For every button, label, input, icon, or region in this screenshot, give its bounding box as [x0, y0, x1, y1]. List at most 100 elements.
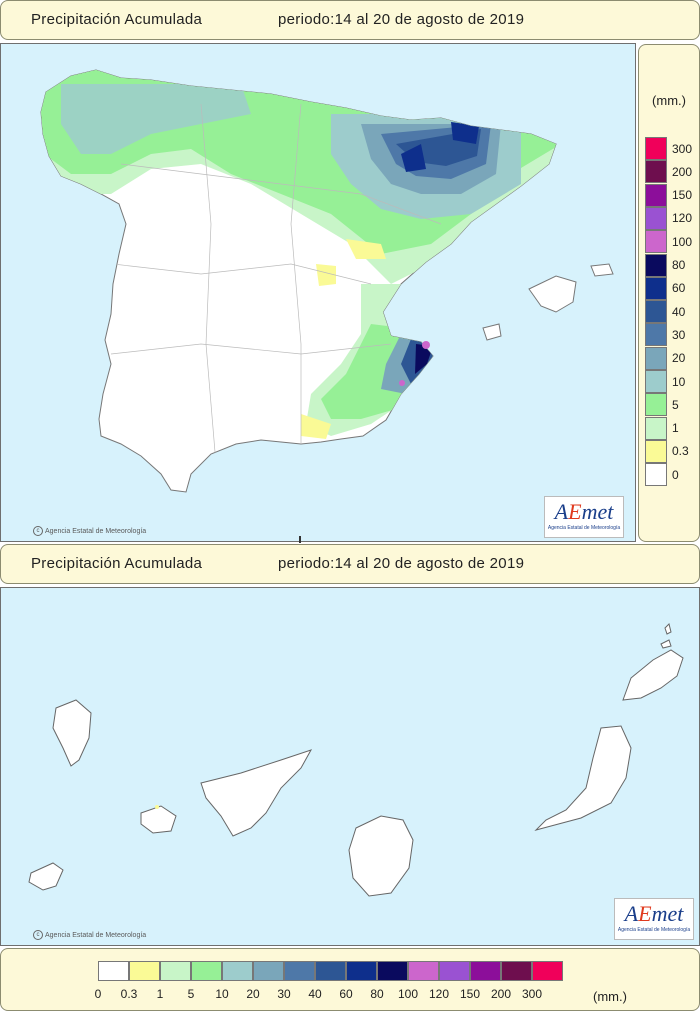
la-palma-island	[52, 699, 92, 767]
legend-label: 150	[459, 987, 481, 1001]
legend-swatch	[532, 961, 563, 981]
legend-swatch	[645, 206, 667, 230]
top-credit-text: Agencia Estatal de Meteorología	[45, 527, 147, 535]
legend-label: 300	[521, 987, 543, 1001]
legend-label: 30	[277, 987, 291, 1001]
legend-swatch	[191, 961, 222, 981]
legend-label: 100	[672, 234, 693, 249]
province-borders	[110, 103, 442, 465]
legend-swatch	[222, 961, 253, 981]
legend-swatch	[645, 463, 667, 487]
legend-swatch	[645, 393, 667, 417]
legend-label: 1	[156, 987, 164, 1001]
top-logo-text: AEmet	[554, 499, 614, 524]
la-gomera-island	[140, 805, 177, 834]
copyright-icon: c	[33, 526, 43, 536]
legend-swatch	[439, 961, 470, 981]
legend-swatch	[346, 961, 377, 981]
bottom-logo-text: AEmet	[624, 901, 684, 926]
copyright-icon: c	[33, 930, 43, 940]
vertical-legend-row: 80	[645, 253, 686, 277]
bottom-period: periodo:14 al 20 de agosto de 2019	[278, 555, 525, 572]
canary-map-svg	[28, 623, 684, 897]
legend-label: 60	[672, 281, 686, 296]
legend-label: 150	[672, 188, 693, 203]
vertical-legend-row: 200	[645, 160, 693, 184]
legend-swatch	[129, 961, 160, 981]
canary-map: c Agencia Estatal de Meteorología AEmet …	[0, 587, 700, 946]
legend-swatch	[501, 961, 532, 981]
la-graciosa-islet	[660, 639, 672, 649]
vertical-legend-row: 60	[645, 276, 686, 300]
top-logo-sub: Agencia Estatal de Meteorología	[547, 525, 621, 531]
legend-swatch	[645, 137, 667, 160]
alegranza-islet	[664, 623, 672, 635]
legend-swatch	[284, 961, 315, 981]
legend-label: 0	[672, 467, 679, 482]
legend-swatch	[645, 416, 667, 440]
peninsula-map: c Agencia Estatal de Meteorología AEmet …	[0, 43, 636, 542]
legend-swatch	[645, 253, 667, 277]
legend-swatch	[645, 160, 667, 184]
legend-label: 60	[339, 987, 353, 1001]
legend-label: 200	[672, 164, 693, 179]
legend-label: 5	[672, 397, 679, 412]
legend-label: 120	[672, 211, 693, 226]
fuerteventura-island	[534, 725, 632, 831]
legend-swatch	[645, 346, 667, 370]
precip-max-spot	[422, 341, 430, 349]
legend-swatch	[470, 961, 501, 981]
horizontal-legend-unit: (mm.)	[593, 989, 627, 1004]
bottom-credit-text: Agencia Estatal de Meteorología	[45, 931, 147, 939]
legend-label: 20	[672, 351, 686, 366]
legend-swatch	[645, 439, 667, 463]
legend-label: 10	[672, 374, 686, 389]
legend-swatch	[645, 183, 667, 207]
mallorca-island	[528, 275, 577, 313]
legend-swatch	[645, 276, 667, 300]
legend-label: 20	[246, 987, 260, 1001]
legend-swatch	[253, 961, 284, 981]
vertical-legend-row: 100	[645, 230, 693, 254]
canary-precip-spot	[155, 805, 159, 809]
bottom-title: Precipitación Acumulada	[31, 555, 203, 572]
vertical-legend-row: 150	[645, 183, 693, 207]
legend-label: 5	[187, 987, 195, 1001]
vertical-legend-row: 5	[645, 393, 679, 417]
vertical-legend-row: 1	[645, 416, 679, 440]
top-title-bar: Precipitación Acumulada periodo:14 al 20…	[0, 0, 700, 40]
legend-label: 10	[215, 987, 229, 1001]
legend-label: 100	[397, 987, 419, 1001]
vertical-legend-unit: (mm.)	[652, 93, 686, 108]
legend-label: 0.3	[120, 987, 138, 1001]
legend-label: 0.3	[672, 444, 689, 459]
bottom-title-bar: Precipitación Acumulada periodo:14 al 20…	[0, 544, 700, 584]
vertical-legend: (mm.) 300 200 150 120 100 80 60 40 30 20 10 5 1 0.3 0	[638, 44, 700, 542]
vertical-legend-row: 10	[645, 370, 685, 393]
precip-spot	[399, 380, 405, 386]
legend-swatch	[315, 961, 346, 981]
legend-swatch	[645, 323, 667, 347]
vertical-legend-row: 0	[645, 463, 679, 487]
vertical-legend-row: 0.3	[645, 439, 689, 463]
horizontal-legend: 0 0.3 1 5 10 20 30 40 60 80 100 120 150 200 300 (mm.)	[0, 948, 700, 1011]
legend-label: 0	[94, 987, 102, 1001]
legend-swatch	[645, 370, 667, 393]
legend-label: 30	[672, 327, 686, 342]
vertical-legend-row: 120	[645, 206, 693, 230]
vertical-legend-row: 30	[645, 323, 686, 347]
legend-label: 200	[490, 987, 512, 1001]
bottom-logo-sub: Agencia Estatal de Meteorología	[617, 927, 691, 933]
legend-swatch	[160, 961, 191, 981]
legend-swatch	[408, 961, 439, 981]
legend-label: 40	[672, 304, 686, 319]
legend-swatch	[645, 300, 667, 324]
legend-label: 80	[672, 258, 686, 272]
vertical-legend-row: 300	[645, 137, 692, 160]
top-period: periodo:14 al 20 de agosto de 2019	[278, 11, 525, 28]
top-aemet-logo: AEmet Agencia Estatal de Meteorología	[544, 496, 624, 538]
lanzarote-island	[622, 649, 684, 701]
legend-label: 1	[672, 421, 679, 436]
menorca-island	[590, 263, 614, 277]
el-hierro-island	[28, 862, 64, 891]
